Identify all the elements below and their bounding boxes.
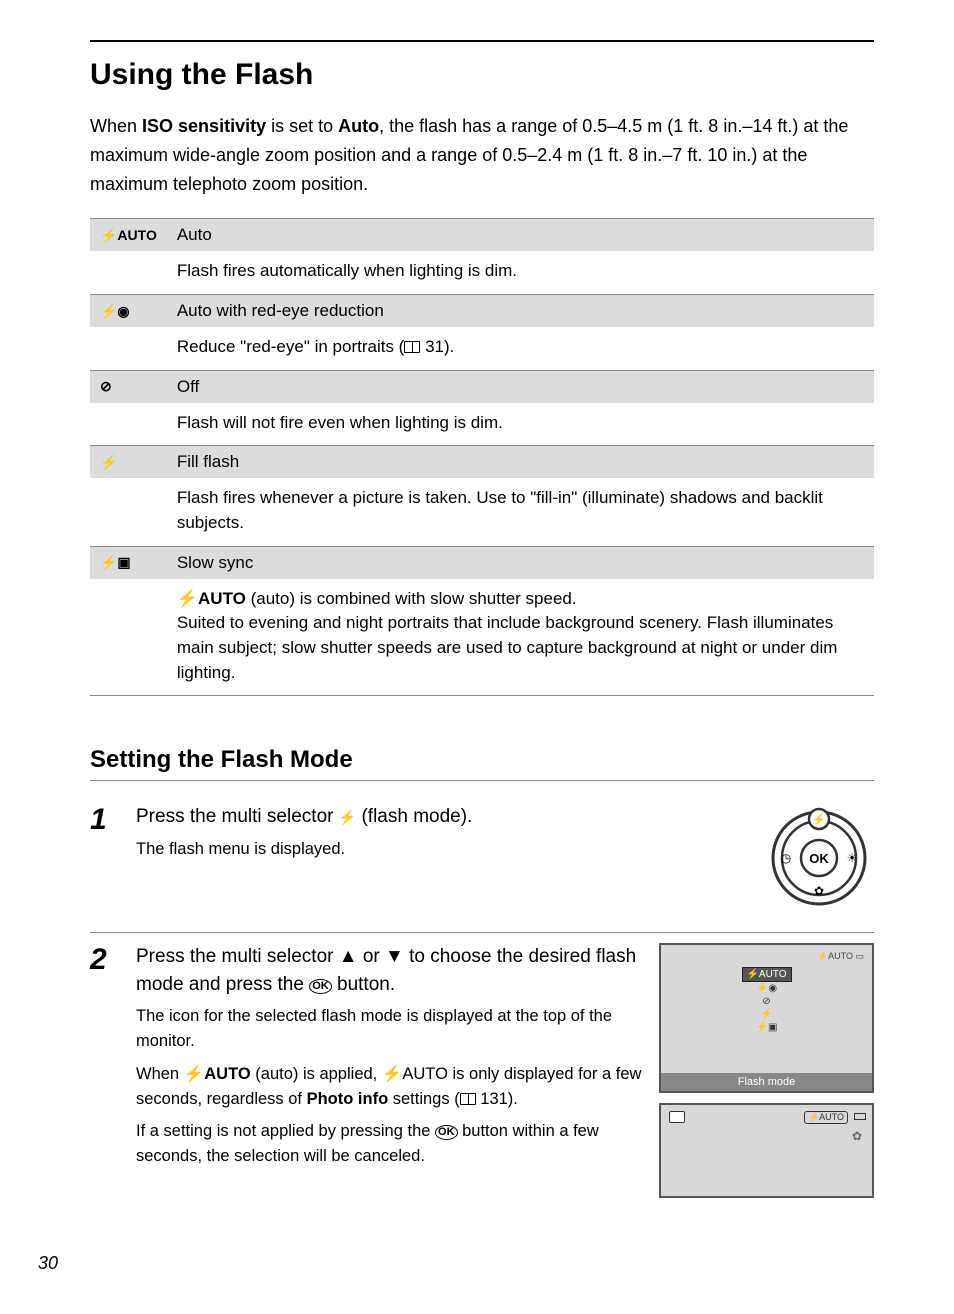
- book-icon: [460, 1093, 476, 1105]
- flash-slowsync-icon: ⚡▣: [90, 546, 167, 579]
- menu-item: ⚡▣: [742, 1021, 792, 1034]
- multi-selector-figure: OK ⚡ ◷ ☀ ✿: [764, 803, 874, 918]
- step-desc: If a setting is not applied by pressing …: [136, 1119, 645, 1169]
- step-desc: The icon for the selected flash mode is …: [136, 1004, 645, 1054]
- step-title: Press the multi selector ▲ or ▼ to choos…: [136, 943, 645, 998]
- menu-item: ⚡◉: [742, 982, 792, 995]
- flash-auto-icon: ⚡AUTO: [90, 219, 167, 252]
- step-2: 2 Press the multi selector ▲ or ▼ to cho…: [90, 933, 874, 1212]
- multi-selector-icon: OK ⚡ ◷ ☀ ✿: [764, 803, 874, 913]
- screen-top-badge: ⚡AUTO ▭: [817, 951, 864, 962]
- book-icon: [404, 341, 420, 353]
- svg-text:⚡: ⚡: [812, 813, 826, 826]
- ok-label: OK: [809, 851, 829, 866]
- flash-modes-table: ⚡AUTO Auto Flash fires automatically whe…: [90, 218, 874, 696]
- step-number: 1: [90, 803, 122, 837]
- mode-desc: Reduce "red-eye" in portraits ( 31).: [167, 327, 874, 370]
- subheading: Setting the Flash Mode: [90, 746, 874, 781]
- page-title: Using the Flash: [90, 40, 874, 92]
- mode-desc: Flash will not fire even when lighting i…: [167, 403, 874, 446]
- screen-caption: Flash mode: [661, 1073, 872, 1091]
- table-row: ⚡▣ Slow sync: [90, 546, 874, 579]
- menu-item: ⚡AUTO: [742, 967, 792, 982]
- svg-text:✿: ✿: [814, 884, 824, 898]
- mode-name: Auto: [167, 219, 874, 252]
- battery-icon: [854, 1113, 866, 1120]
- intro-paragraph: When ISO sensitivity is set to Auto, the…: [90, 112, 874, 198]
- mode-desc: Flash fires whenever a picture is taken.…: [167, 478, 874, 546]
- step-1: 1 Press the multi selector ⚡ (flash mode…: [90, 793, 874, 933]
- mode-desc: Flash fires automatically when lighting …: [167, 251, 874, 294]
- mode-name: Slow sync: [167, 546, 874, 579]
- screen-flash-menu: ⚡AUTO ▭ ⚡AUTO ⚡◉ ⊘ ⚡ ⚡▣ Flash mode: [659, 943, 874, 1093]
- table-row: ⚡ Fill flash: [90, 446, 874, 479]
- table-row: ⚡AUTO Auto: [90, 219, 874, 252]
- svg-text:☀: ☀: [847, 851, 858, 865]
- mode-name: Off: [167, 370, 874, 403]
- step-title: Press the multi selector ⚡ (flash mode).: [136, 803, 750, 831]
- mode-desc: ⚡AUTO (auto) is combined with slow shutt…: [167, 579, 874, 696]
- mode-name: Auto with red-eye reduction: [167, 295, 874, 328]
- page-content: Using the Flash When ISO sensitivity is …: [0, 0, 954, 1314]
- svg-text:◷: ◷: [781, 851, 791, 865]
- screen-result: ⚡AUTO ✿: [659, 1103, 874, 1198]
- table-row: ⊘ Off: [90, 370, 874, 403]
- flash-off-icon: ⊘: [90, 370, 167, 403]
- page-number: 30: [38, 1253, 58, 1274]
- macro-icon: ✿: [852, 1129, 862, 1143]
- flash-badge: ⚡AUTO: [804, 1111, 848, 1124]
- flash-fill-icon: ⚡: [90, 446, 167, 479]
- ok-icon: OK: [309, 979, 332, 994]
- menu-item: ⊘: [742, 995, 792, 1008]
- mode-name: Fill flash: [167, 446, 874, 479]
- table-row: ⚡◉ Auto with red-eye reduction: [90, 295, 874, 328]
- flash-icon: ⚡: [339, 807, 356, 827]
- camera-icon: [669, 1111, 685, 1123]
- step-desc: The flash menu is displayed.: [136, 837, 750, 862]
- flash-redeye-icon: ⚡◉: [90, 295, 167, 328]
- menu-item: ⚡: [742, 1008, 792, 1021]
- step-desc: When ⚡AUTO (auto) is applied, ⚡AUTO is o…: [136, 1062, 645, 1112]
- ok-icon: OK: [435, 1125, 458, 1140]
- step-number: 2: [90, 943, 122, 977]
